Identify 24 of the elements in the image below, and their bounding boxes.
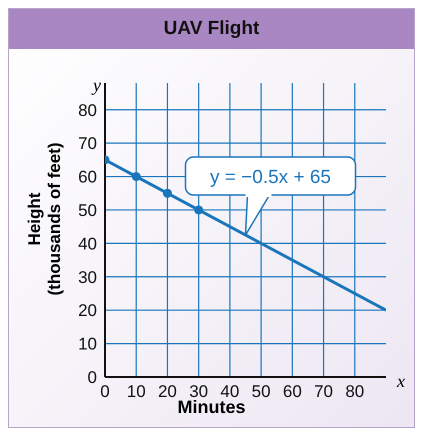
- point: [194, 205, 204, 214]
- text: y: [93, 75, 101, 96]
- x-tick-label: 10: [126, 382, 146, 402]
- y-axis-title: Height (thousands of feet): [25, 142, 65, 296]
- y-tick-label: 60: [78, 168, 97, 187]
- y-tick-label: 70: [78, 134, 97, 154]
- annotation: y = −0.5x + 65: [210, 167, 331, 188]
- point: [132, 172, 141, 182]
- chart-title: UAV Flight: [9, 9, 414, 49]
- y-tick-label: 30: [78, 268, 97, 287]
- x-tick-label: 70: [314, 382, 334, 402]
- point: [162, 188, 172, 198]
- y-tick-label: 80: [78, 100, 97, 120]
- x-tick-label: 0: [100, 382, 110, 402]
- y-tick-label: 40: [78, 234, 97, 254]
- x-tick-label: 80: [345, 382, 364, 402]
- y-tick-label: 0: [88, 368, 97, 388]
- x-tick-label: 20: [158, 382, 177, 402]
- text: x: [397, 371, 405, 392]
- x-tick-label: 50: [252, 382, 271, 402]
- y-tick-label: 10: [78, 334, 97, 354]
- x-tick-label: 60: [282, 382, 302, 402]
- y-tick-label: 50: [78, 200, 97, 220]
- y-tick-label: 20: [78, 301, 97, 320]
